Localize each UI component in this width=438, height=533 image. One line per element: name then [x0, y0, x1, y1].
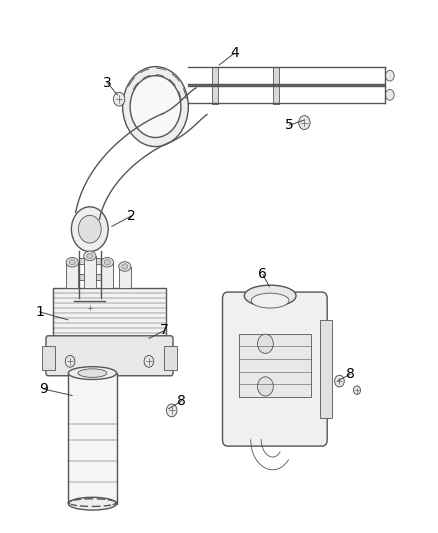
Text: 8: 8 — [177, 394, 186, 408]
Circle shape — [123, 67, 188, 147]
Circle shape — [113, 92, 125, 106]
Bar — [239, 334, 311, 397]
Ellipse shape — [69, 260, 75, 265]
Circle shape — [353, 386, 360, 394]
Ellipse shape — [104, 260, 110, 265]
Circle shape — [71, 207, 108, 252]
Circle shape — [299, 116, 310, 130]
Circle shape — [258, 334, 273, 353]
Text: 1: 1 — [35, 305, 44, 319]
Text: 7: 7 — [160, 324, 169, 337]
Text: 2: 2 — [127, 209, 136, 223]
Text: 5: 5 — [285, 118, 293, 132]
Bar — [84, 256, 96, 288]
Bar — [68, 373, 117, 504]
Circle shape — [65, 356, 75, 367]
Ellipse shape — [244, 285, 296, 306]
Bar — [320, 320, 332, 418]
Ellipse shape — [68, 367, 117, 379]
Bar — [273, 67, 279, 104]
Bar — [79, 258, 101, 264]
Circle shape — [258, 377, 273, 396]
Bar — [212, 67, 218, 104]
Bar — [72, 301, 107, 314]
Text: 6: 6 — [258, 268, 267, 281]
Ellipse shape — [66, 257, 78, 267]
Text: 3: 3 — [103, 76, 112, 90]
Bar — [119, 266, 131, 288]
Ellipse shape — [122, 264, 128, 269]
Bar — [79, 274, 101, 280]
Ellipse shape — [87, 253, 93, 259]
Ellipse shape — [68, 497, 117, 510]
Bar — [53, 288, 166, 338]
Bar — [164, 346, 177, 370]
Text: 4: 4 — [230, 46, 239, 60]
Ellipse shape — [119, 262, 131, 271]
Ellipse shape — [101, 257, 113, 267]
Ellipse shape — [84, 251, 96, 261]
Circle shape — [335, 375, 344, 387]
Circle shape — [385, 70, 394, 81]
Bar — [42, 346, 55, 370]
Bar — [101, 262, 113, 288]
Circle shape — [385, 90, 394, 100]
Ellipse shape — [78, 369, 107, 377]
Circle shape — [130, 76, 181, 138]
Ellipse shape — [251, 293, 289, 308]
FancyBboxPatch shape — [46, 336, 173, 376]
Text: 9: 9 — [39, 382, 48, 396]
Text: 8: 8 — [346, 367, 355, 381]
Circle shape — [78, 215, 101, 243]
Circle shape — [166, 404, 177, 417]
FancyBboxPatch shape — [223, 292, 327, 446]
Circle shape — [144, 356, 154, 367]
Circle shape — [86, 303, 94, 312]
Bar — [66, 262, 78, 288]
